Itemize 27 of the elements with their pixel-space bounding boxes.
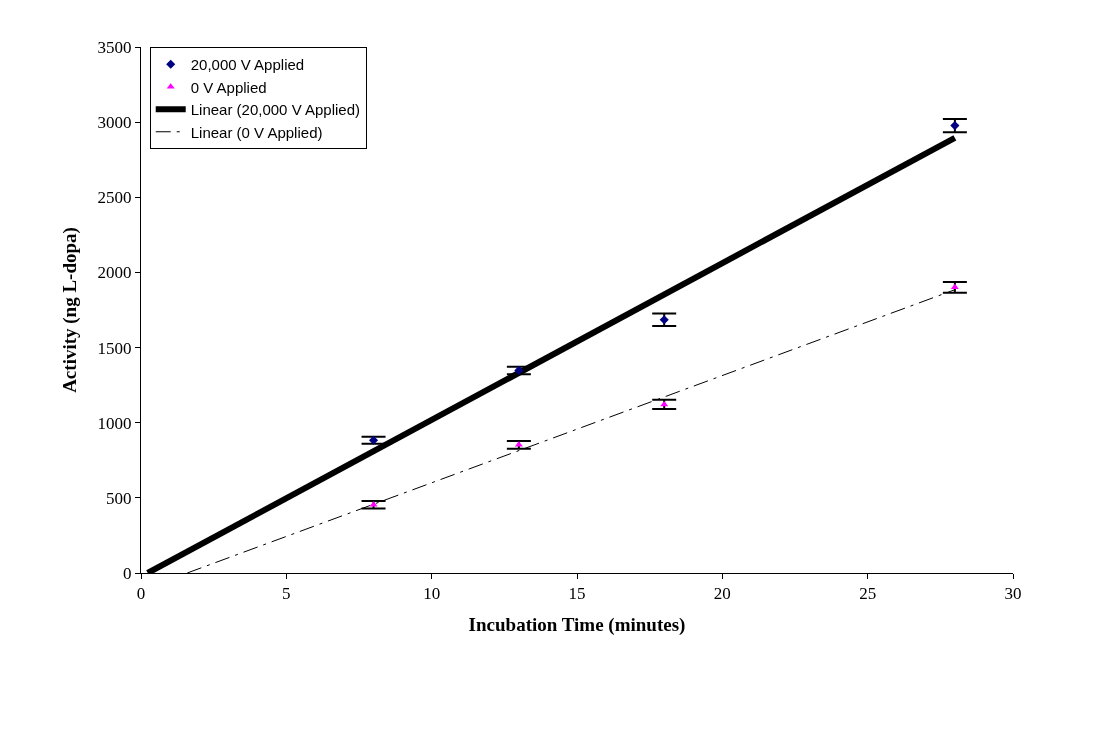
x-tick-label: 10: [423, 584, 441, 604]
x-tick-label: 30: [1004, 584, 1022, 604]
y-tick-label: 1500: [97, 338, 132, 358]
x-axis-title: Incubation Time (minutes): [468, 614, 686, 637]
point: [950, 283, 959, 290]
legend-label: Linear (0 V Applied): [190, 123, 323, 141]
point: [660, 400, 669, 407]
point: [368, 435, 379, 445]
point: [514, 365, 524, 375]
point: [950, 121, 960, 131]
legend-label: Linear (20,000 V Applied): [190, 101, 361, 119]
x-tick-label: 25: [859, 584, 877, 604]
x-tick-label: 20: [713, 584, 731, 604]
legend-label: 0 V Applied: [190, 78, 267, 96]
y-tick-label: 500: [106, 488, 132, 508]
y-tick-label: 2500: [97, 188, 132, 208]
legend-label: 20,000 V Applied: [190, 56, 305, 74]
point: [659, 315, 669, 325]
y-axis-title: Activity (ng L-dopa): [59, 227, 82, 393]
y-tick-label: 3000: [97, 113, 132, 133]
y-tick-label: 2000: [97, 263, 132, 283]
x-tick-label: 15: [568, 584, 586, 604]
y-tick-label: 0: [123, 563, 132, 583]
y-tick-label: 1000: [97, 413, 132, 433]
y-tick-label: 3500: [97, 37, 132, 57]
x-tick-label: 0: [136, 584, 146, 604]
x-tick-label: 5: [282, 584, 291, 604]
